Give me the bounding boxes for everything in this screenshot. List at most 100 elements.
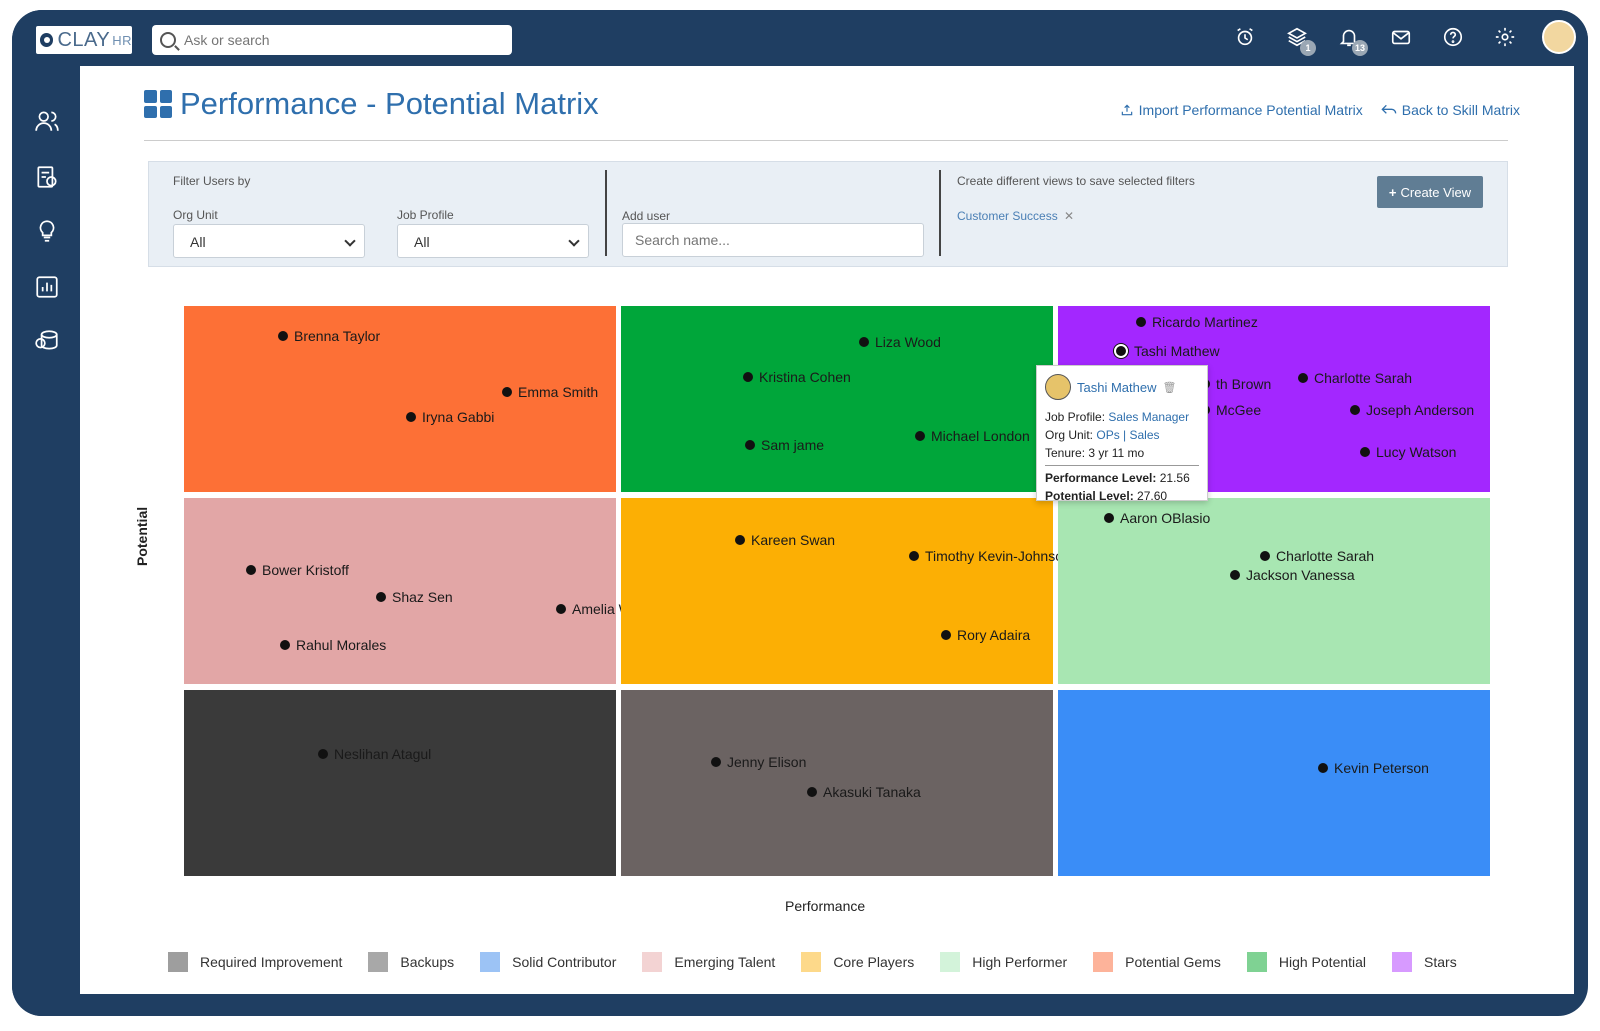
search-input[interactable] bbox=[184, 32, 494, 48]
employee-name[interactable]: Kristina Cohen bbox=[759, 369, 851, 385]
employee-name[interactable]: Kareen Swan bbox=[751, 532, 836, 548]
employee-marker[interactable]: Tashi Mathew bbox=[1114, 343, 1220, 359]
import-matrix-link[interactable]: Import Performance Potential Matrix bbox=[1120, 102, 1363, 118]
employee-dot[interactable] bbox=[1360, 447, 1370, 457]
employee-dot[interactable] bbox=[743, 372, 753, 382]
employee-dot[interactable] bbox=[941, 630, 951, 640]
layers-icon[interactable]: 1 bbox=[1282, 20, 1316, 56]
employee-marker[interactable]: Timothy Kevin-Johnson bbox=[909, 548, 1071, 564]
employee-marker[interactable]: Jackson Vanessa bbox=[1230, 567, 1355, 583]
employee-dot[interactable] bbox=[1136, 317, 1146, 327]
saved-view-chip[interactable]: Customer Success ✕ bbox=[957, 209, 1074, 223]
employee-name[interactable]: Michael London bbox=[931, 428, 1030, 444]
bell-icon[interactable]: 13 bbox=[1334, 20, 1368, 56]
employee-dot[interactable] bbox=[280, 640, 290, 650]
employee-marker[interactable]: Sam jame bbox=[745, 437, 824, 453]
employee-marker[interactable]: Bower Kristoff bbox=[246, 562, 349, 578]
employee-name[interactable]: Ricardo Martinez bbox=[1152, 314, 1258, 330]
employee-marker[interactable]: Joseph Anderson bbox=[1350, 402, 1474, 418]
employee-marker[interactable]: Kristina Cohen bbox=[743, 369, 851, 385]
employee-dot[interactable] bbox=[1260, 551, 1270, 561]
employee-dot[interactable] bbox=[1318, 763, 1328, 773]
employee-dot[interactable] bbox=[915, 431, 925, 441]
trash-icon[interactable]: 🗑 bbox=[1162, 381, 1177, 394]
employee-name[interactable]: Tashi Mathew bbox=[1134, 343, 1220, 359]
gear-icon[interactable] bbox=[1490, 20, 1520, 54]
employee-dot[interactable] bbox=[502, 387, 512, 397]
employee-dot[interactable] bbox=[1350, 405, 1360, 415]
brand-logo[interactable]: CLAY HR bbox=[36, 26, 132, 54]
employee-marker[interactable]: Iryna Gabbi bbox=[406, 409, 494, 425]
employee-marker[interactable]: Shaz Sen bbox=[376, 589, 453, 605]
employee-marker[interactable]: Michael London bbox=[915, 428, 1030, 444]
employee-name[interactable]: Charlotte Sarah bbox=[1276, 548, 1375, 564]
employee-marker[interactable]: Lucy Watson bbox=[1360, 444, 1456, 460]
employee-dot[interactable] bbox=[1230, 570, 1240, 580]
employee-marker[interactable]: Aaron OBlasio bbox=[1104, 510, 1210, 526]
employee-name[interactable]: Shaz Sen bbox=[392, 589, 453, 605]
tooltip-name[interactable]: Tashi Mathew bbox=[1077, 379, 1157, 395]
employee-name[interactable]: Brenna Taylor bbox=[294, 328, 381, 344]
employee-dot[interactable] bbox=[1104, 513, 1114, 523]
employee-dot[interactable] bbox=[318, 749, 328, 759]
employee-name[interactable]: Rory Adaira bbox=[957, 627, 1031, 643]
employee-dot[interactable] bbox=[278, 331, 288, 341]
employee-marker[interactable]: Emma Smith bbox=[502, 384, 598, 400]
employee-name[interactable]: Jenny Elison bbox=[727, 754, 807, 770]
employee-name[interactable]: Lucy Watson bbox=[1376, 444, 1457, 460]
employee-name[interactable]: Rahul Morales bbox=[296, 637, 387, 653]
employee-name[interactable]: Emma Smith bbox=[518, 384, 599, 400]
alarm-clock-icon[interactable] bbox=[1230, 20, 1260, 54]
employee-marker[interactable]: Jenny Elison bbox=[711, 754, 806, 770]
employee-marker[interactable]: Rory Adaira bbox=[941, 627, 1030, 643]
lightbulb-icon[interactable] bbox=[34, 218, 62, 246]
employee-dot[interactable] bbox=[1114, 344, 1128, 358]
employee-dot[interactable] bbox=[735, 535, 745, 545]
employee-dot[interactable] bbox=[859, 337, 869, 347]
employee-dot[interactable] bbox=[745, 440, 755, 450]
tooltip-job-profile[interactable]: Sales Manager bbox=[1108, 410, 1190, 424]
job-profile-select[interactable]: All bbox=[397, 224, 589, 258]
employee-marker[interactable]: Charlotte Sarah bbox=[1298, 370, 1412, 386]
bar-chart-icon[interactable] bbox=[34, 274, 62, 302]
employee-marker[interactable]: Rahul Morales bbox=[280, 637, 386, 653]
employee-dot[interactable] bbox=[556, 604, 566, 614]
tooltip-org-unit[interactable]: OPs | Sales bbox=[1096, 428, 1160, 442]
employee-marker[interactable]: Akasuki Tanaka bbox=[807, 784, 921, 800]
employee-name[interactable]: Jackson Vanessa bbox=[1246, 567, 1355, 583]
employee-name[interactable]: McGee bbox=[1216, 402, 1262, 418]
employee-marker[interactable]: Liza Wood bbox=[859, 334, 941, 350]
employee-dot[interactable] bbox=[909, 551, 919, 561]
employee-marker[interactable]: McGee bbox=[1200, 402, 1261, 418]
employee-name[interactable]: Liza Wood bbox=[875, 334, 941, 350]
mail-icon[interactable] bbox=[1386, 20, 1416, 54]
skills-report-icon[interactable] bbox=[34, 164, 62, 192]
employee-name[interactable]: Iryna Gabbi bbox=[422, 409, 495, 425]
close-icon[interactable]: ✕ bbox=[1064, 209, 1075, 223]
add-user-input[interactable] bbox=[622, 223, 924, 257]
user-avatar[interactable] bbox=[1542, 20, 1576, 54]
employee-name[interactable]: Sam jame bbox=[761, 437, 825, 453]
create-view-button[interactable]: + Create View bbox=[1377, 176, 1483, 208]
employee-name[interactable]: Kevin Peterson bbox=[1334, 760, 1429, 776]
help-icon[interactable] bbox=[1438, 20, 1468, 54]
employee-name[interactable]: Charlotte Sarah bbox=[1314, 370, 1413, 386]
database-icon[interactable] bbox=[34, 328, 62, 356]
employee-marker[interactable]: Kevin Peterson bbox=[1318, 760, 1429, 776]
employee-marker[interactable]: Brenna Taylor bbox=[278, 328, 380, 344]
employee-name[interactable]: Aaron OBlasio bbox=[1120, 510, 1211, 526]
org-unit-select[interactable]: All bbox=[173, 224, 365, 258]
employee-dot[interactable] bbox=[807, 787, 817, 797]
employee-marker[interactable]: Kareen Swan bbox=[735, 532, 835, 548]
people-icon[interactable] bbox=[34, 108, 62, 136]
back-to-skill-matrix-link[interactable]: Back to Skill Matrix bbox=[1381, 102, 1520, 118]
employee-name[interactable]: th Brown bbox=[1216, 376, 1272, 392]
employee-dot[interactable] bbox=[1298, 373, 1308, 383]
employee-dot[interactable] bbox=[711, 757, 721, 767]
employee-marker[interactable]: Neslihan Atagul bbox=[318, 746, 431, 762]
employee-dot[interactable] bbox=[246, 565, 256, 575]
employee-name[interactable]: Joseph Anderson bbox=[1366, 402, 1475, 418]
employee-marker[interactable]: th Brown bbox=[1200, 376, 1271, 392]
employee-name[interactable]: Timothy Kevin-Johnson bbox=[925, 548, 1071, 564]
employee-name[interactable]: Bower Kristoff bbox=[262, 562, 349, 578]
